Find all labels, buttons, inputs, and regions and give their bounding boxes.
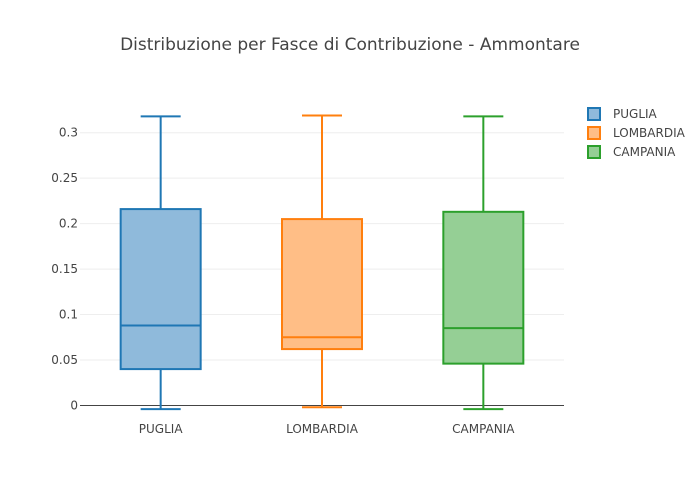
legend-swatch (587, 126, 601, 140)
y-tick-label: 0.15 (51, 262, 78, 276)
y-tick-label: 0.25 (51, 171, 78, 185)
x-tick-label: CAMPANIA (452, 422, 515, 436)
y-axis-ticks: 0 0.05 0.1 0.15 0.2 0.25 0.3 (51, 126, 78, 413)
y-tick-label: 0.1 (59, 308, 78, 322)
y-tick-label: 0.3 (59, 126, 78, 140)
y-tick-label: 0.2 (59, 217, 78, 231)
iqr-box[interactable] (119, 208, 202, 371)
legend-item-campania[interactable]: CAMPANIA (587, 145, 676, 159)
box-campania (442, 115, 525, 411)
box-lombardia (281, 114, 363, 409)
legend-item-lombardia[interactable]: LOMBARDIA (587, 126, 686, 140)
iqr-box[interactable] (281, 218, 363, 351)
box-series-group (119, 114, 525, 411)
legend-label: CAMPANIA (613, 145, 676, 159)
chart-title: Distribuzione per Fasce di Contribuzione… (120, 35, 580, 55)
box-puglia (119, 115, 202, 411)
iqr-box[interactable] (442, 210, 525, 365)
y-tick-label: 0.05 (51, 353, 78, 367)
x-tick-label: PUGLIA (139, 422, 184, 436)
x-axis-ticks: PUGLIA LOMBARDIA CAMPANIA (139, 422, 516, 436)
legend-label: LOMBARDIA (613, 126, 686, 140)
legend-swatch (587, 145, 601, 159)
legend-item-puglia[interactable]: PUGLIA (587, 107, 658, 121)
y-tick-label: 0 (70, 398, 78, 412)
legend[interactable]: PUGLIA LOMBARDIA CAMPANIA (587, 107, 686, 159)
x-tick-label: LOMBARDIA (286, 422, 359, 436)
legend-swatch (587, 107, 601, 121)
legend-label: PUGLIA (613, 107, 658, 121)
